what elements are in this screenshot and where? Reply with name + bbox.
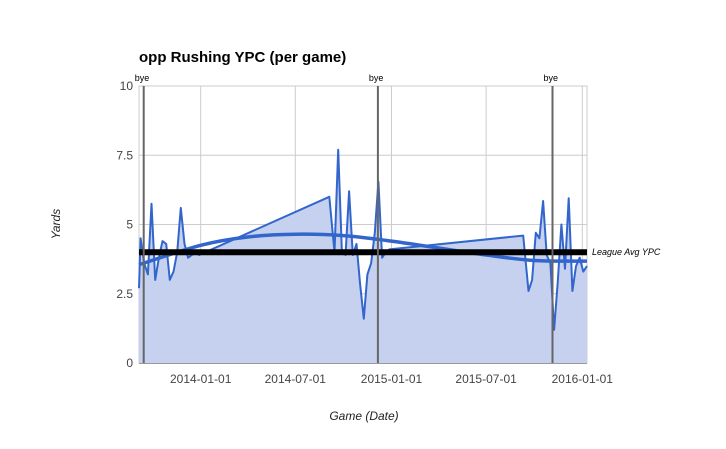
bye-label: bye [135, 73, 150, 83]
chart-title: opp Rushing YPC (per game) [139, 49, 346, 66]
reference-layer: League Avg YPC [139, 247, 661, 257]
trendline [138, 232, 588, 267]
x-tick-label: 2014-07-01 [265, 372, 327, 386]
y-axis-title: Yards [49, 209, 63, 239]
series-line [138, 148, 588, 331]
y-tick-label: 7.5 [116, 148, 133, 162]
x-tick-label: 2015-01-01 [361, 372, 423, 386]
y-tick-label: 2.5 [116, 287, 133, 301]
tick-labels: 0 2.5 5 7.5 10 2014-01-01 2014-07-01 2015-01-01… [116, 79, 613, 386]
trend-layer [138, 232, 588, 267]
x-tick-label: 2014-01-01 [170, 372, 232, 386]
y-tick-label: 0 [126, 356, 133, 370]
area-layer [138, 148, 588, 363]
series-area [139, 149, 587, 363]
league-avg-label: League Avg YPC [592, 247, 661, 257]
y-tick-label: 10 [120, 79, 134, 93]
x-axis-title: Game (Date) [329, 409, 398, 423]
x-tick-label: 2015-07-01 [455, 372, 517, 386]
bye-label: bye [543, 73, 558, 83]
bye-layer: bye bye bye [135, 73, 558, 363]
bye-label: bye [369, 73, 384, 83]
x-tick-label: 2016-01-01 [552, 372, 614, 386]
y-tick-label: 5 [126, 218, 133, 232]
